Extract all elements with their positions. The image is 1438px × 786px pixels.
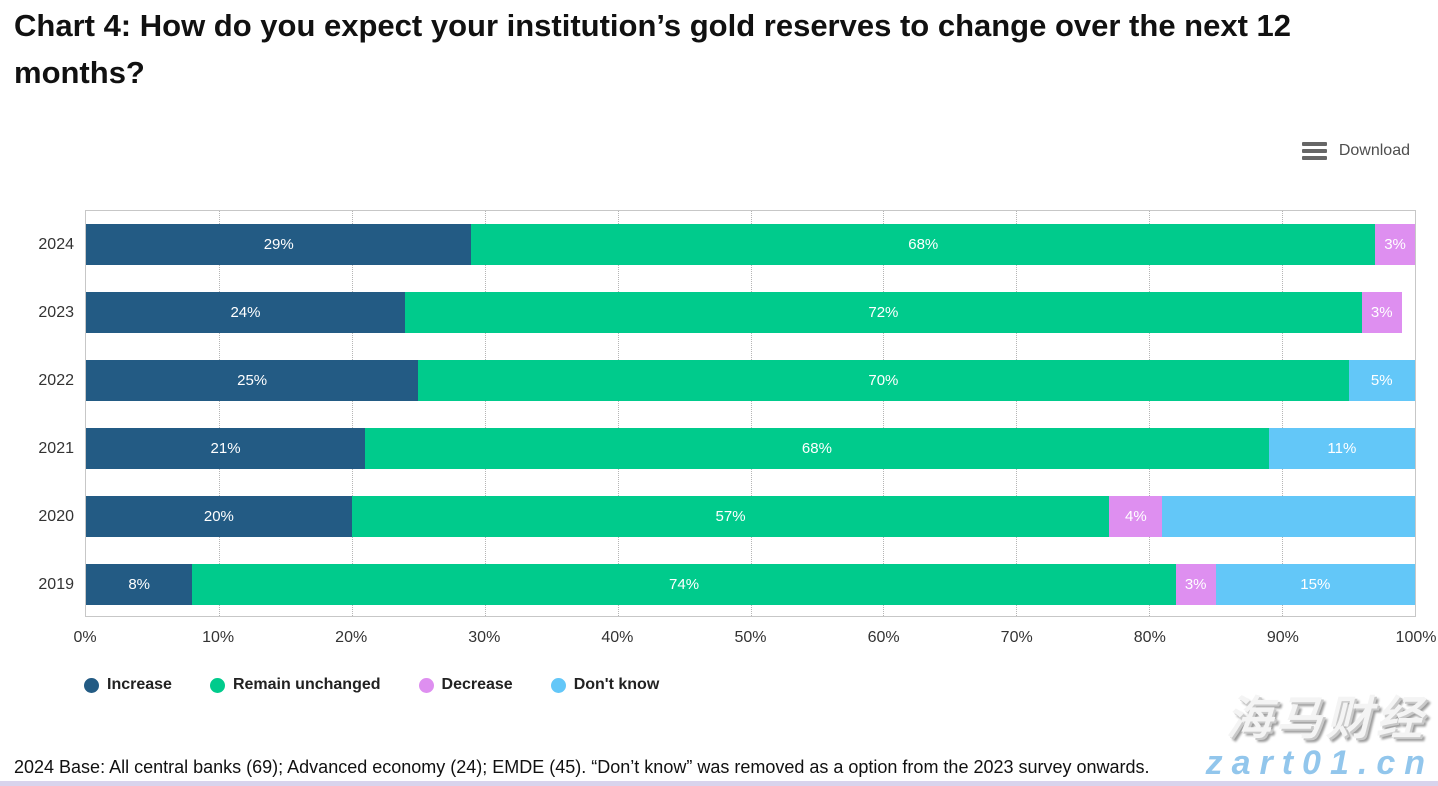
bar-row: 25% 70% 5% xyxy=(86,360,1415,402)
category-label: 2021 xyxy=(38,439,74,457)
bar-segment[interactable]: 5% xyxy=(1348,360,1415,402)
gridline xyxy=(1282,211,1284,616)
bar-segment[interactable]: 4% xyxy=(1109,495,1163,537)
bar-segment-label: 11% xyxy=(1327,439,1357,457)
gridline xyxy=(883,211,885,616)
bar-segment-label: 68% xyxy=(908,236,939,254)
bar-segment[interactable]: 72% xyxy=(404,292,1362,334)
x-tick-label: 0% xyxy=(73,629,97,646)
gridline xyxy=(351,211,353,616)
bar-segment-label: 20% xyxy=(203,507,234,525)
bar-row: 21% 68% 11% xyxy=(86,427,1415,469)
bar-segment[interactable]: 70% xyxy=(418,360,1349,402)
x-tick-label: 20% xyxy=(335,629,368,646)
x-tick-label: 50% xyxy=(734,629,767,646)
hamburger-menu-icon xyxy=(1301,142,1327,160)
legend-dot-icon xyxy=(84,677,99,693)
bar-segment-label: 68% xyxy=(801,439,832,457)
bar-segment[interactable]: 29% xyxy=(86,224,472,266)
bar-segment[interactable]: 68% xyxy=(365,427,1269,469)
bar-row: 24% 72% 3% xyxy=(86,292,1415,334)
bar-row: 29% 68% 3% xyxy=(86,224,1415,266)
bar-segment[interactable]: 15% xyxy=(1215,563,1415,605)
bar-segment[interactable]: 3% xyxy=(1375,224,1415,266)
x-tick-label: 30% xyxy=(468,629,501,646)
bar-segment-label: 5% xyxy=(1370,372,1393,390)
page-title: Chart 4: How do you expect your institut… xyxy=(14,8,1292,91)
bar-segment[interactable]: 24% xyxy=(86,292,405,334)
bar-segment[interactable]: 11% xyxy=(1268,427,1415,469)
x-tick-label: 90% xyxy=(1266,629,1299,646)
legend-label: Increase xyxy=(107,676,172,693)
gridline xyxy=(617,211,619,616)
download-label: Download xyxy=(1338,142,1410,159)
bar-segment[interactable]: 20% xyxy=(86,495,352,537)
bar-segment-label: 3% xyxy=(1384,236,1406,254)
category-label: 2022 xyxy=(38,372,74,390)
legend-label: Don't know xyxy=(573,676,660,693)
bar-segment[interactable]: 57% xyxy=(351,495,1110,537)
category-label: 2019 xyxy=(38,575,74,593)
x-tick-label: 70% xyxy=(1000,629,1033,646)
bar-row: 8% 74% 3% 15% xyxy=(86,563,1415,605)
bar-segment-label: 3% xyxy=(1370,304,1393,322)
x-tick-label: 10% xyxy=(202,629,235,646)
bar-segment[interactable]: 68% xyxy=(471,224,1376,266)
watermark-chinese: 海马财经 xyxy=(1226,692,1426,744)
bar-row: 20% 57% 4% xyxy=(86,495,1415,537)
legend-label: Decrease xyxy=(441,676,513,693)
x-tick-label: 100% xyxy=(1395,629,1437,646)
legend-item[interactable]: Increase xyxy=(84,676,172,694)
gridline xyxy=(218,211,220,616)
category-label: 2024 xyxy=(38,236,74,254)
bar-segment-label: 74% xyxy=(669,575,700,593)
bar-segment-label: 72% xyxy=(868,304,899,322)
bar-segment-label: 3% xyxy=(1184,575,1207,593)
bar-segment-label: 15% xyxy=(1300,575,1331,593)
gridline xyxy=(484,211,486,616)
bar-segment-label: 29% xyxy=(263,236,294,254)
legend-label: Remain unchanged xyxy=(232,676,381,693)
bar-segment[interactable]: 74% xyxy=(192,563,1176,605)
bar-segment-label: 70% xyxy=(868,372,899,390)
bar-segment-label: 21% xyxy=(210,439,241,457)
legend-dot-icon xyxy=(418,677,434,693)
gridline xyxy=(1149,211,1151,616)
bar-segment[interactable]: 8% xyxy=(86,563,193,605)
x-tick-label: 40% xyxy=(601,629,634,646)
bar-segment-label: 24% xyxy=(230,304,261,322)
legend-item[interactable]: Remain unchanged xyxy=(209,676,381,694)
bar-segment-label: 57% xyxy=(715,507,746,525)
category-label: 2020 xyxy=(38,507,74,525)
legend-item[interactable]: Decrease xyxy=(418,676,513,694)
bar-segment[interactable]: 3% xyxy=(1361,292,1402,334)
download-button[interactable]: Download xyxy=(1301,142,1410,160)
x-axis: 0% 10% 20% 30% 40% 50% 60% 70% 80% 90% 100% xyxy=(73,629,1436,651)
gridline xyxy=(750,211,752,616)
bar-segment[interactable] xyxy=(1162,495,1415,537)
plot-area: 2024 29% 68% 3% 2023 24% 72% 3% 2022 25% 70% 5% 2021… xyxy=(38,210,1416,617)
legend-dot-icon xyxy=(209,677,225,693)
bar-segment[interactable]: 25% xyxy=(86,360,419,402)
x-tick-label: 60% xyxy=(867,629,900,646)
legend: Increase Remain unchanged Decrease Don't kn… xyxy=(84,676,659,694)
legend-dot-icon xyxy=(550,677,566,693)
bar-segment-label: 8% xyxy=(128,575,150,593)
bar-segment-label: 4% xyxy=(1125,507,1147,525)
bar-segment[interactable]: 3% xyxy=(1175,563,1216,605)
bottom-accent-strip xyxy=(0,781,1438,786)
bar-segment[interactable]: 21% xyxy=(86,427,366,469)
chart-footnote: 2024 Base: All central banks (69); Advan… xyxy=(14,757,1150,777)
category-label: 2023 xyxy=(38,304,74,322)
legend-item[interactable]: Don't know xyxy=(550,676,660,694)
gridline xyxy=(1016,211,1018,616)
x-tick-label: 80% xyxy=(1133,629,1166,646)
bar-segment-label: 25% xyxy=(237,372,268,390)
